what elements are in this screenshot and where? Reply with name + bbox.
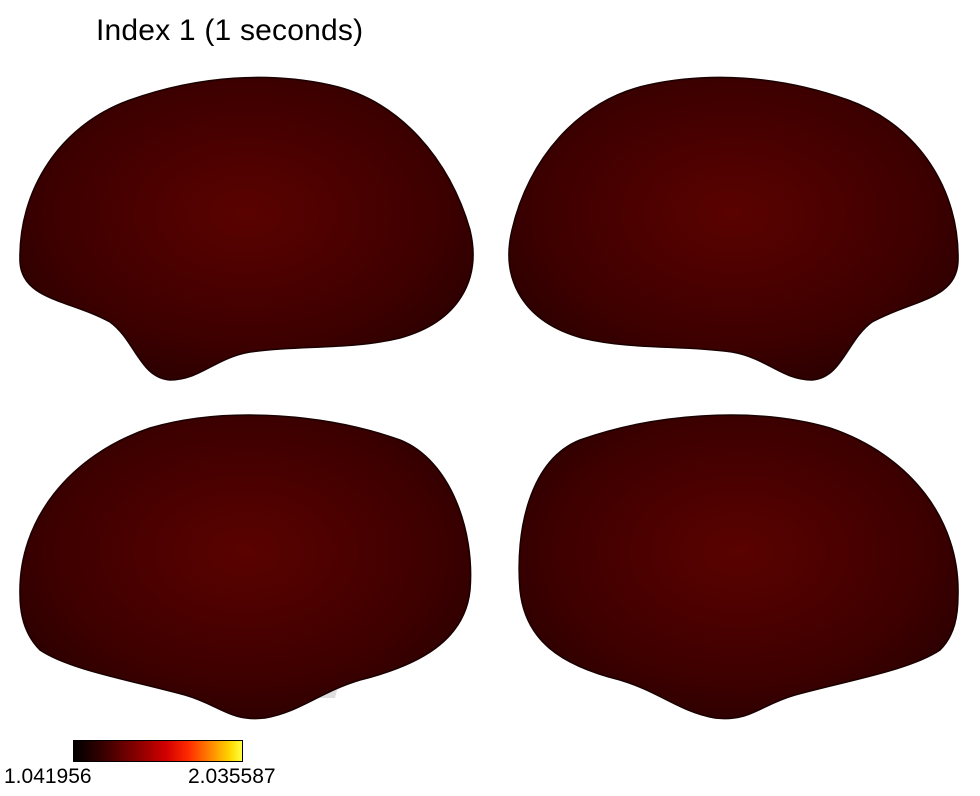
right-medial-view <box>518 414 959 720</box>
figure-title: Index 1 (1 seconds) <box>96 14 364 47</box>
colorbar-max-label: 2.035587 <box>188 765 276 788</box>
left-medial-view <box>19 414 472 720</box>
colorbar <box>73 740 243 762</box>
brain-surface-views <box>19 76 959 720</box>
colorbar-min-label: 1.041956 <box>4 765 92 788</box>
right-lateral-view <box>508 76 959 381</box>
left-lateral-view <box>19 76 474 381</box>
